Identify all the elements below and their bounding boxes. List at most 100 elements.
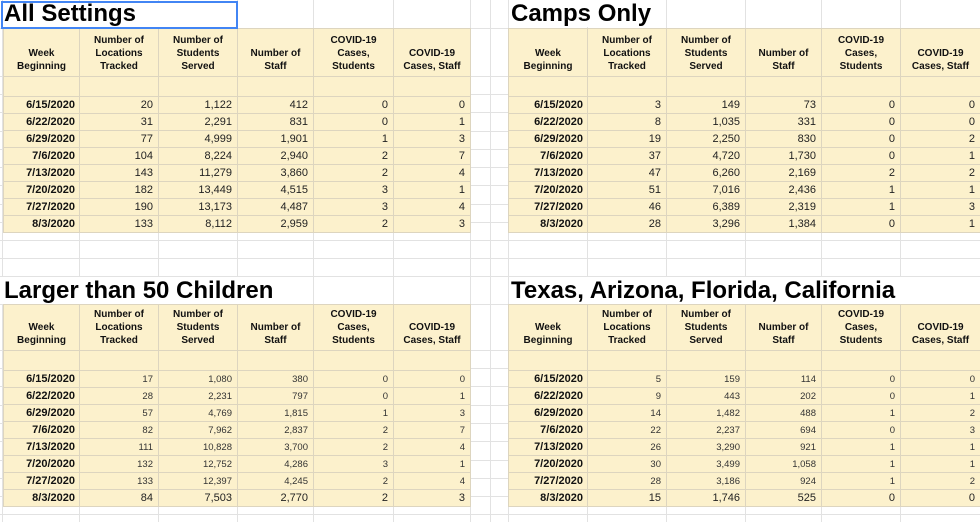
date-cell[interactable]: 7/20/2020 xyxy=(508,455,588,473)
column-header[interactable]: Number of Locations Tracked xyxy=(79,28,159,77)
value-cell[interactable]: 57 xyxy=(79,404,159,422)
value-cell[interactable]: 132 xyxy=(79,455,159,473)
cell[interactable] xyxy=(666,350,746,371)
date-cell[interactable]: 6/29/2020 xyxy=(3,130,80,148)
value-cell[interactable]: 28 xyxy=(79,387,159,405)
date-cell[interactable]: 7/27/2020 xyxy=(3,198,80,216)
value-cell[interactable]: 2 xyxy=(313,421,394,439)
cell[interactable] xyxy=(393,350,471,371)
value-cell[interactable]: 1 xyxy=(900,438,980,456)
value-cell[interactable]: 380 xyxy=(237,370,314,388)
value-cell[interactable]: 2,169 xyxy=(745,164,822,182)
date-cell[interactable]: 6/29/2020 xyxy=(508,130,588,148)
value-cell[interactable]: 28 xyxy=(587,215,667,233)
value-cell[interactable]: 111 xyxy=(79,438,159,456)
value-cell[interactable]: 0 xyxy=(900,113,980,131)
date-cell[interactable]: 7/6/2020 xyxy=(3,147,80,165)
date-cell[interactable]: 6/29/2020 xyxy=(508,404,588,422)
value-cell[interactable]: 2,770 xyxy=(237,489,314,507)
column-header[interactable]: COVID-19 Cases, Students xyxy=(313,28,394,77)
column-header[interactable]: Number of Students Served xyxy=(666,28,746,77)
value-cell[interactable]: 4 xyxy=(393,164,471,182)
value-cell[interactable]: 2 xyxy=(900,404,980,422)
value-cell[interactable]: 4,720 xyxy=(666,147,746,165)
value-cell[interactable]: 5 xyxy=(587,370,667,388)
value-cell[interactable]: 1,746 xyxy=(666,489,746,507)
value-cell[interactable]: 8,112 xyxy=(158,215,238,233)
cell[interactable] xyxy=(587,350,667,371)
value-cell[interactable]: 2 xyxy=(900,164,980,182)
value-cell[interactable]: 3,186 xyxy=(666,472,746,490)
value-cell[interactable]: 1 xyxy=(821,198,901,216)
value-cell[interactable]: 1 xyxy=(313,404,394,422)
value-cell[interactable]: 2 xyxy=(313,147,394,165)
value-cell[interactable]: 73 xyxy=(745,96,822,114)
date-cell[interactable]: 6/22/2020 xyxy=(3,387,80,405)
date-cell[interactable]: 7/13/2020 xyxy=(3,438,80,456)
value-cell[interactable]: 0 xyxy=(393,96,471,114)
value-cell[interactable]: 2,250 xyxy=(666,130,746,148)
value-cell[interactable]: 4 xyxy=(393,438,471,456)
value-cell[interactable]: 4,245 xyxy=(237,472,314,490)
value-cell[interactable]: 13,449 xyxy=(158,181,238,199)
value-cell[interactable]: 0 xyxy=(821,147,901,165)
value-cell[interactable]: 3 xyxy=(313,455,394,473)
date-cell[interactable]: 8/3/2020 xyxy=(508,489,588,507)
value-cell[interactable]: 0 xyxy=(821,215,901,233)
value-cell[interactable]: 2 xyxy=(313,438,394,456)
value-cell[interactable]: 149 xyxy=(666,96,746,114)
value-cell[interactable]: 1 xyxy=(313,130,394,148)
value-cell[interactable]: 0 xyxy=(900,370,980,388)
column-header[interactable]: COVID-19 Cases, Students xyxy=(821,28,901,77)
cell[interactable] xyxy=(666,76,746,97)
cell[interactable] xyxy=(3,76,80,97)
value-cell[interactable]: 2,436 xyxy=(745,181,822,199)
date-cell[interactable]: 6/15/2020 xyxy=(3,96,80,114)
value-cell[interactable]: 133 xyxy=(79,215,159,233)
value-cell[interactable]: 31 xyxy=(79,113,159,131)
value-cell[interactable]: 17 xyxy=(79,370,159,388)
value-cell[interactable]: 1,080 xyxy=(158,370,238,388)
value-cell[interactable]: 0 xyxy=(821,113,901,131)
value-cell[interactable]: 924 xyxy=(745,472,822,490)
value-cell[interactable]: 190 xyxy=(79,198,159,216)
value-cell[interactable]: 77 xyxy=(79,130,159,148)
cell[interactable] xyxy=(79,76,159,97)
column-header[interactable]: Week Beginning xyxy=(508,28,588,77)
column-header[interactable]: Number of Staff xyxy=(237,28,314,77)
value-cell[interactable]: 1 xyxy=(821,404,901,422)
cell[interactable] xyxy=(587,76,667,97)
column-header[interactable]: COVID-19 Cases, Staff xyxy=(900,304,980,351)
cell[interactable] xyxy=(237,76,314,97)
value-cell[interactable]: 3,290 xyxy=(666,438,746,456)
value-cell[interactable]: 159 xyxy=(666,370,746,388)
table-title-texas-arizona-florida-california[interactable]: Texas, Arizona, Florida, California xyxy=(509,277,904,304)
date-cell[interactable]: 7/13/2020 xyxy=(508,438,588,456)
value-cell[interactable]: 4,769 xyxy=(158,404,238,422)
cell[interactable] xyxy=(313,76,394,97)
value-cell[interactable]: 2 xyxy=(900,472,980,490)
value-cell[interactable]: 7,016 xyxy=(666,181,746,199)
table-title-larger-than-50-children[interactable]: Larger than 50 Children xyxy=(2,277,282,304)
column-header[interactable]: COVID-19 Cases, Students xyxy=(313,304,394,351)
value-cell[interactable]: 830 xyxy=(745,130,822,148)
column-header[interactable]: Number of Staff xyxy=(745,304,822,351)
date-cell[interactable]: 7/20/2020 xyxy=(508,181,588,199)
value-cell[interactable]: 12,752 xyxy=(158,455,238,473)
value-cell[interactable]: 13,173 xyxy=(158,198,238,216)
value-cell[interactable]: 20 xyxy=(79,96,159,114)
cell[interactable] xyxy=(508,76,588,97)
value-cell[interactable]: 3 xyxy=(393,130,471,148)
value-cell[interactable]: 22 xyxy=(587,421,667,439)
value-cell[interactable]: 1 xyxy=(900,215,980,233)
value-cell[interactable]: 0 xyxy=(313,96,394,114)
column-header[interactable]: COVID-19 Cases, Staff xyxy=(900,28,980,77)
column-header[interactable]: COVID-19 Cases, Staff xyxy=(393,304,471,351)
value-cell[interactable]: 46 xyxy=(587,198,667,216)
date-cell[interactable]: 6/15/2020 xyxy=(3,370,80,388)
value-cell[interactable]: 47 xyxy=(587,164,667,182)
value-cell[interactable]: 2,837 xyxy=(237,421,314,439)
value-cell[interactable]: 3 xyxy=(900,198,980,216)
value-cell[interactable]: 412 xyxy=(237,96,314,114)
value-cell[interactable]: 331 xyxy=(745,113,822,131)
